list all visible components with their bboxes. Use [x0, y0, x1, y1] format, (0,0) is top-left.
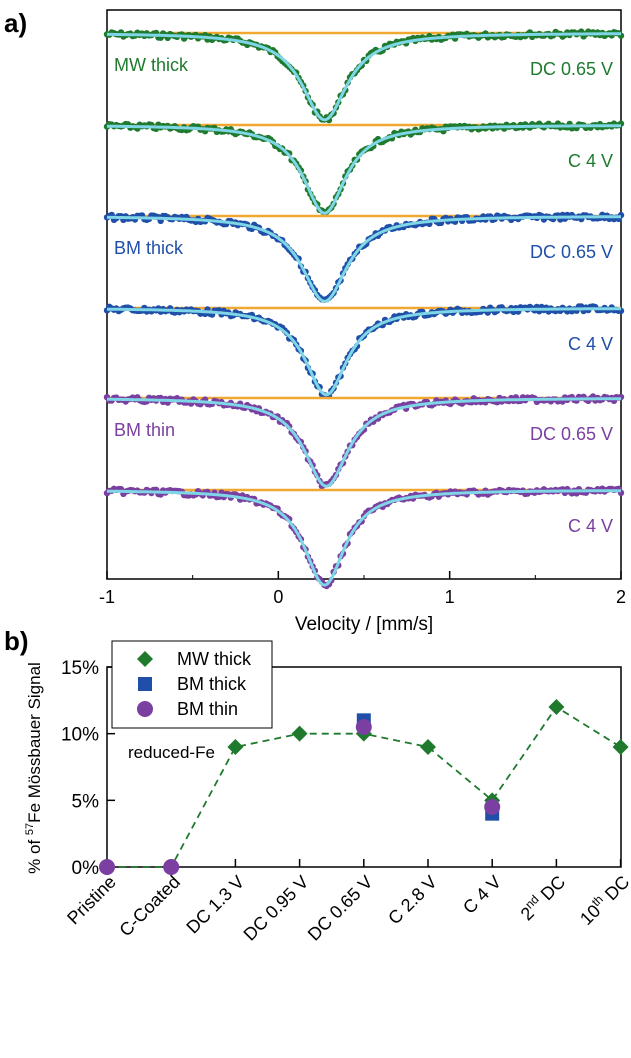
spectrum-condition-label: C 4 V — [568, 516, 613, 536]
spectrum-points — [103, 120, 625, 217]
x-tick-label: 2 — [616, 587, 626, 607]
panel-b-label: b) — [4, 626, 29, 656]
data-point-circle — [484, 799, 501, 815]
spectrum-6: C 4 V — [103, 485, 625, 590]
spectrum-condition-label: C 4 V — [568, 151, 613, 171]
data-point-diamond — [612, 739, 629, 755]
data-point-circle — [355, 719, 372, 735]
category-label: C 2.8 V — [384, 872, 441, 929]
series-bm-thin — [99, 719, 501, 875]
spectra-group: MW thick DC 0.65 V C 4 V BM thick DC 0.65 V C… — [103, 28, 625, 590]
spectrum-2: C 4 V — [103, 120, 625, 217]
panel-b-y-axis-label: % of 57Fe Mössbauer Signal — [24, 662, 44, 874]
panel-a-x-ticks: -1 0 1 2 — [99, 571, 626, 607]
spectrum-points — [103, 303, 625, 400]
data-point-diamond — [291, 725, 308, 742]
y-tick-label: 15% — [61, 658, 99, 679]
spectrum-condition-label: C 4 V — [568, 334, 613, 354]
ylabel-post: Fe Mössbauer Signal — [25, 662, 44, 823]
spectrum-5: BM thin DC 0.65 V — [103, 393, 625, 490]
data-point-diamond — [137, 651, 153, 667]
panel-b-series — [99, 699, 629, 875]
reduced-fe-annotation: reduced-Fe — [128, 743, 215, 762]
spectrum-fit-line — [107, 124, 621, 215]
category-label: C 4 V — [459, 872, 505, 918]
spectrum-condition-label: DC 0.65 V — [530, 59, 613, 79]
legend: MW thick BM thick BM thin — [111, 640, 273, 729]
spectrum-sample-label: BM thick — [114, 238, 184, 258]
x-tick-label: 0 — [273, 587, 283, 607]
y-tick-label: 5% — [72, 791, 100, 812]
category-label: C-Coated — [115, 872, 184, 941]
panel-a-mossbauer-spectra: MW thick DC 0.65 V C 4 V BM thick DC 0.65 V C… — [99, 9, 626, 635]
category-label: 2nd DC — [515, 870, 569, 924]
panel-a-x-axis-label: Velocity / [mm/s] — [295, 614, 433, 635]
spectrum-fit-line — [107, 397, 621, 488]
x-tick-label: 1 — [445, 587, 455, 607]
ylabel-pre: % of — [25, 835, 44, 874]
data-point-circle — [137, 701, 153, 717]
spectrum-3: BM thick DC 0.65 V — [103, 211, 625, 303]
ylabel-sup: 57 — [24, 823, 36, 835]
panel-b-ticks: 0% 5% 10% 15% — [61, 658, 622, 879]
y-tick-label: 10% — [61, 725, 99, 746]
data-point-square — [138, 677, 152, 691]
data-point-circle — [163, 859, 180, 875]
spectrum-fit-line — [107, 307, 621, 397]
legend-entry-label: BM thin — [177, 699, 238, 719]
data-point-circle — [99, 859, 115, 875]
spectrum-condition-label: DC 0.65 V — [530, 242, 613, 262]
category-label: DC 1.3 V — [182, 872, 248, 938]
y-tick-label: 0% — [72, 858, 100, 879]
spectrum-sample-label: MW thick — [114, 55, 189, 75]
legend-entry-label: MW thick — [177, 649, 252, 669]
x-tick-label: -1 — [99, 587, 115, 607]
panel-b-scatter: 0% 5% 10% 15% reduced-Fe MW thick BM thick BM… — [24, 640, 631, 945]
category-label: DC 0.65 V — [304, 872, 377, 945]
panel-a-label: a) — [4, 8, 27, 38]
category-label: DC 0.95 V — [240, 872, 313, 945]
spectrum-fit-line — [106, 215, 621, 303]
spectrum-points — [103, 485, 625, 590]
spectrum-1: MW thick DC 0.65 V — [103, 28, 625, 124]
category-label: Pristine — [63, 872, 120, 929]
spectrum-4: C 4 V — [103, 303, 625, 400]
series-bm-thick — [356, 713, 500, 821]
legend-entry-label: BM thick — [177, 674, 247, 694]
spectrum-fit-line — [107, 489, 621, 587]
data-point-diamond — [227, 739, 244, 755]
data-point-diamond — [548, 699, 565, 715]
spectrum-fit-line — [107, 32, 621, 122]
data-point-diamond — [420, 739, 436, 755]
category-label: 10th DC — [575, 870, 631, 929]
spectrum-condition-label: DC 0.65 V — [530, 424, 613, 444]
spectrum-sample-label: BM thin — [114, 420, 175, 440]
